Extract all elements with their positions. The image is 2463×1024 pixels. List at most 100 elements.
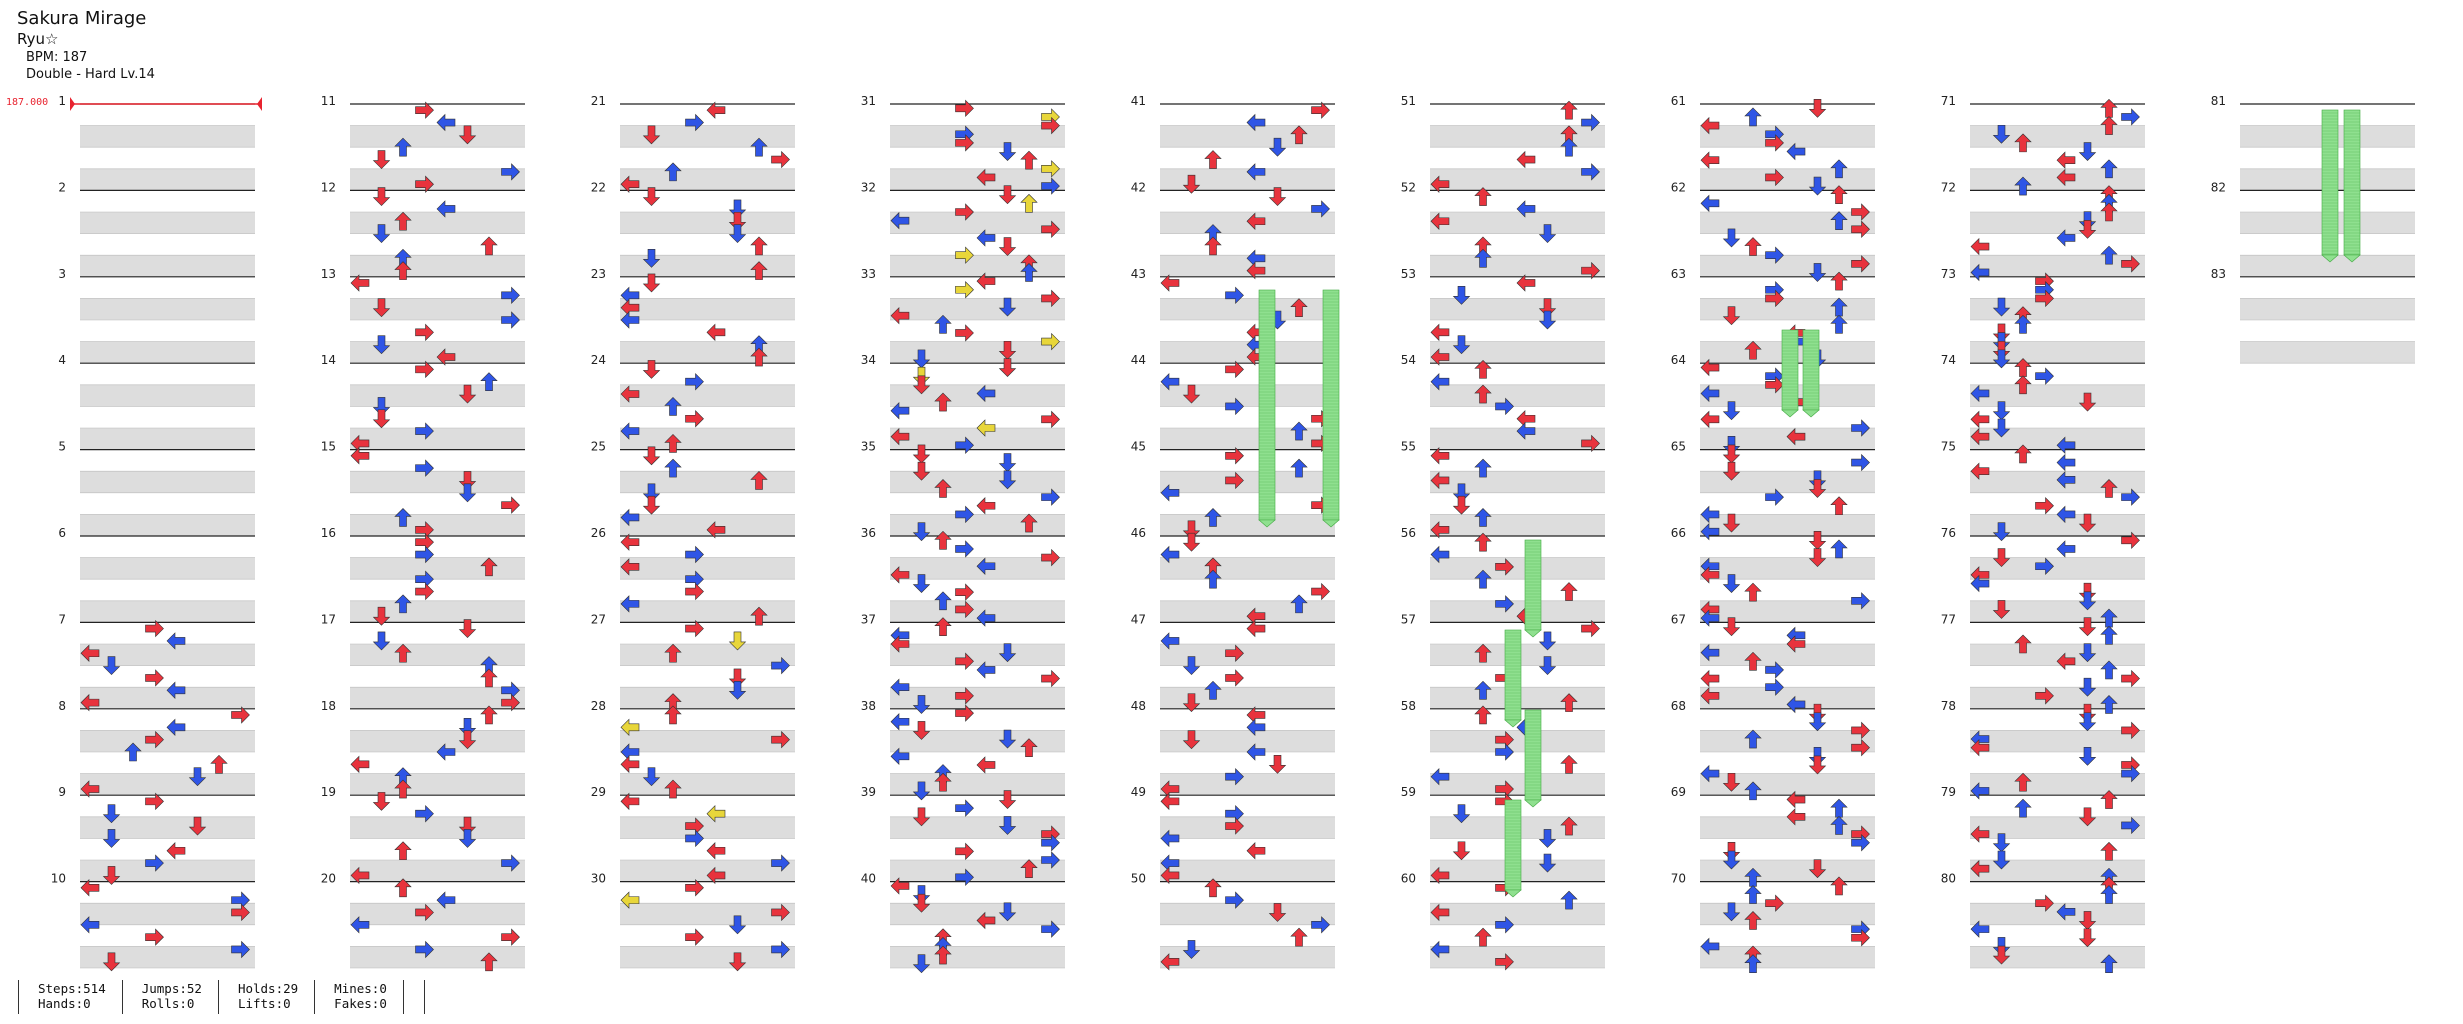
measure-81: 81 xyxy=(2211,94,2415,191)
measure-number: 10 xyxy=(51,872,66,886)
measure-37: 37 xyxy=(861,612,1065,709)
row-shade xyxy=(620,687,795,709)
measure-number: 45 xyxy=(1131,440,1146,454)
row-shade xyxy=(1160,903,1335,925)
row-shade xyxy=(620,903,795,925)
chart-columns: 1234567891011121314151617181920212223242… xyxy=(51,94,2415,969)
row-shade xyxy=(2240,341,2415,364)
measure-3: 3 xyxy=(58,267,255,364)
measure-12: 12 xyxy=(321,180,525,277)
row-shade xyxy=(1700,125,1875,148)
measure-number: 29 xyxy=(591,785,606,799)
measure-74: 74 xyxy=(1941,353,2145,450)
row-shade xyxy=(350,730,525,752)
measure-34: 34 xyxy=(861,353,1065,450)
measure-number: 27 xyxy=(591,612,606,626)
measure-number: 58 xyxy=(1401,699,1416,713)
measure-42: 42 xyxy=(1131,180,1335,277)
measure-number: 33 xyxy=(861,267,876,281)
rolls-count: Rolls:0 xyxy=(141,996,195,1011)
arrow-note xyxy=(1830,496,1848,516)
measure-number: 42 xyxy=(1131,180,1146,194)
row-shade xyxy=(620,168,795,191)
row-shade xyxy=(890,298,1065,320)
row-shade xyxy=(350,471,525,493)
row-shade xyxy=(1430,168,1605,191)
measure-14: 14 xyxy=(321,353,525,450)
row-shade xyxy=(80,946,255,968)
measure-8: 8 xyxy=(58,699,255,796)
measure-number: 41 xyxy=(1131,94,1146,108)
measure-70: 70 xyxy=(1671,872,1875,969)
row-shade xyxy=(1700,860,1875,882)
row-shade xyxy=(1970,341,2145,364)
measure-number: 83 xyxy=(2211,267,2226,281)
arrow-note xyxy=(955,843,974,860)
measure-6: 6 xyxy=(58,526,255,623)
arrow-note xyxy=(1204,236,1222,256)
arrow-note xyxy=(1516,410,1536,428)
arrow-note xyxy=(501,496,520,514)
row-shade xyxy=(890,816,1065,839)
row-shade xyxy=(620,600,795,623)
arrow-note xyxy=(145,928,164,946)
measure-71: 71 xyxy=(1941,94,2145,191)
measure-number: 18 xyxy=(321,699,336,713)
arrow-note xyxy=(1516,151,1536,168)
measure-number: 36 xyxy=(861,526,876,540)
measure-55: 55 xyxy=(1401,440,1605,536)
row-shade xyxy=(1700,644,1875,666)
row-shade xyxy=(350,428,525,450)
measure-29: 29 xyxy=(591,785,795,882)
measure-66: 66 xyxy=(1671,526,1875,623)
arrow-note xyxy=(373,409,390,429)
row-shade xyxy=(1700,730,1875,752)
measure-48: 48 xyxy=(1131,699,1335,796)
arrow-note xyxy=(999,453,1016,472)
row-shade xyxy=(1430,514,1605,536)
row-shade xyxy=(1160,816,1335,839)
row-shade xyxy=(890,255,1065,277)
measure-number: 31 xyxy=(861,94,876,108)
measure-53: 53 xyxy=(1401,267,1605,364)
row-shade xyxy=(1160,644,1335,666)
measure-number: 34 xyxy=(861,353,876,367)
hold-note xyxy=(2321,109,2339,263)
row-shade xyxy=(1160,168,1335,191)
arrow-note xyxy=(1700,670,1720,687)
arrow-note xyxy=(1020,194,1038,213)
measure-43: 43 xyxy=(1131,267,1335,364)
row-shade xyxy=(1160,255,1335,277)
arrow-note xyxy=(1204,150,1222,169)
step-chart: 1234567891011121314151617181920212223242… xyxy=(51,94,2415,973)
measure-41: 41 xyxy=(1131,94,1335,191)
row-shade xyxy=(80,600,255,623)
stats-col-holds: Holds:29 Lifts:0 xyxy=(217,980,314,1014)
arrow-note xyxy=(415,583,434,600)
measure-24: 24 xyxy=(591,353,795,450)
row-shade xyxy=(1700,514,1875,536)
measure-number: 5 xyxy=(58,440,66,454)
measure-number: 9 xyxy=(58,785,66,799)
row-shade xyxy=(350,298,525,320)
measure-4: 4 xyxy=(58,353,255,450)
stats-col-steps: Steps:514 Hands:0 xyxy=(18,980,122,1014)
row-shade xyxy=(1430,557,1605,580)
row-shade xyxy=(1970,428,2145,450)
measure-57: 57 xyxy=(1401,612,1605,709)
row-shade xyxy=(890,946,1065,968)
arrow-note xyxy=(1830,798,1848,818)
steps-count: Steps:514 xyxy=(38,981,106,996)
arrow-note xyxy=(1430,324,1450,341)
row-shade xyxy=(350,384,525,407)
arrow-note xyxy=(2121,108,2140,126)
arrow-note xyxy=(2079,928,2096,948)
row-shade xyxy=(1160,860,1335,882)
measure-50: 50 xyxy=(1131,872,1335,969)
row-shade xyxy=(350,600,525,623)
row-shade xyxy=(1700,255,1875,277)
measure-20: 20 xyxy=(321,872,525,969)
row-shade xyxy=(1160,946,1335,968)
hold-note xyxy=(1524,539,1542,638)
bpm-info: BPM: 187 xyxy=(26,50,88,65)
